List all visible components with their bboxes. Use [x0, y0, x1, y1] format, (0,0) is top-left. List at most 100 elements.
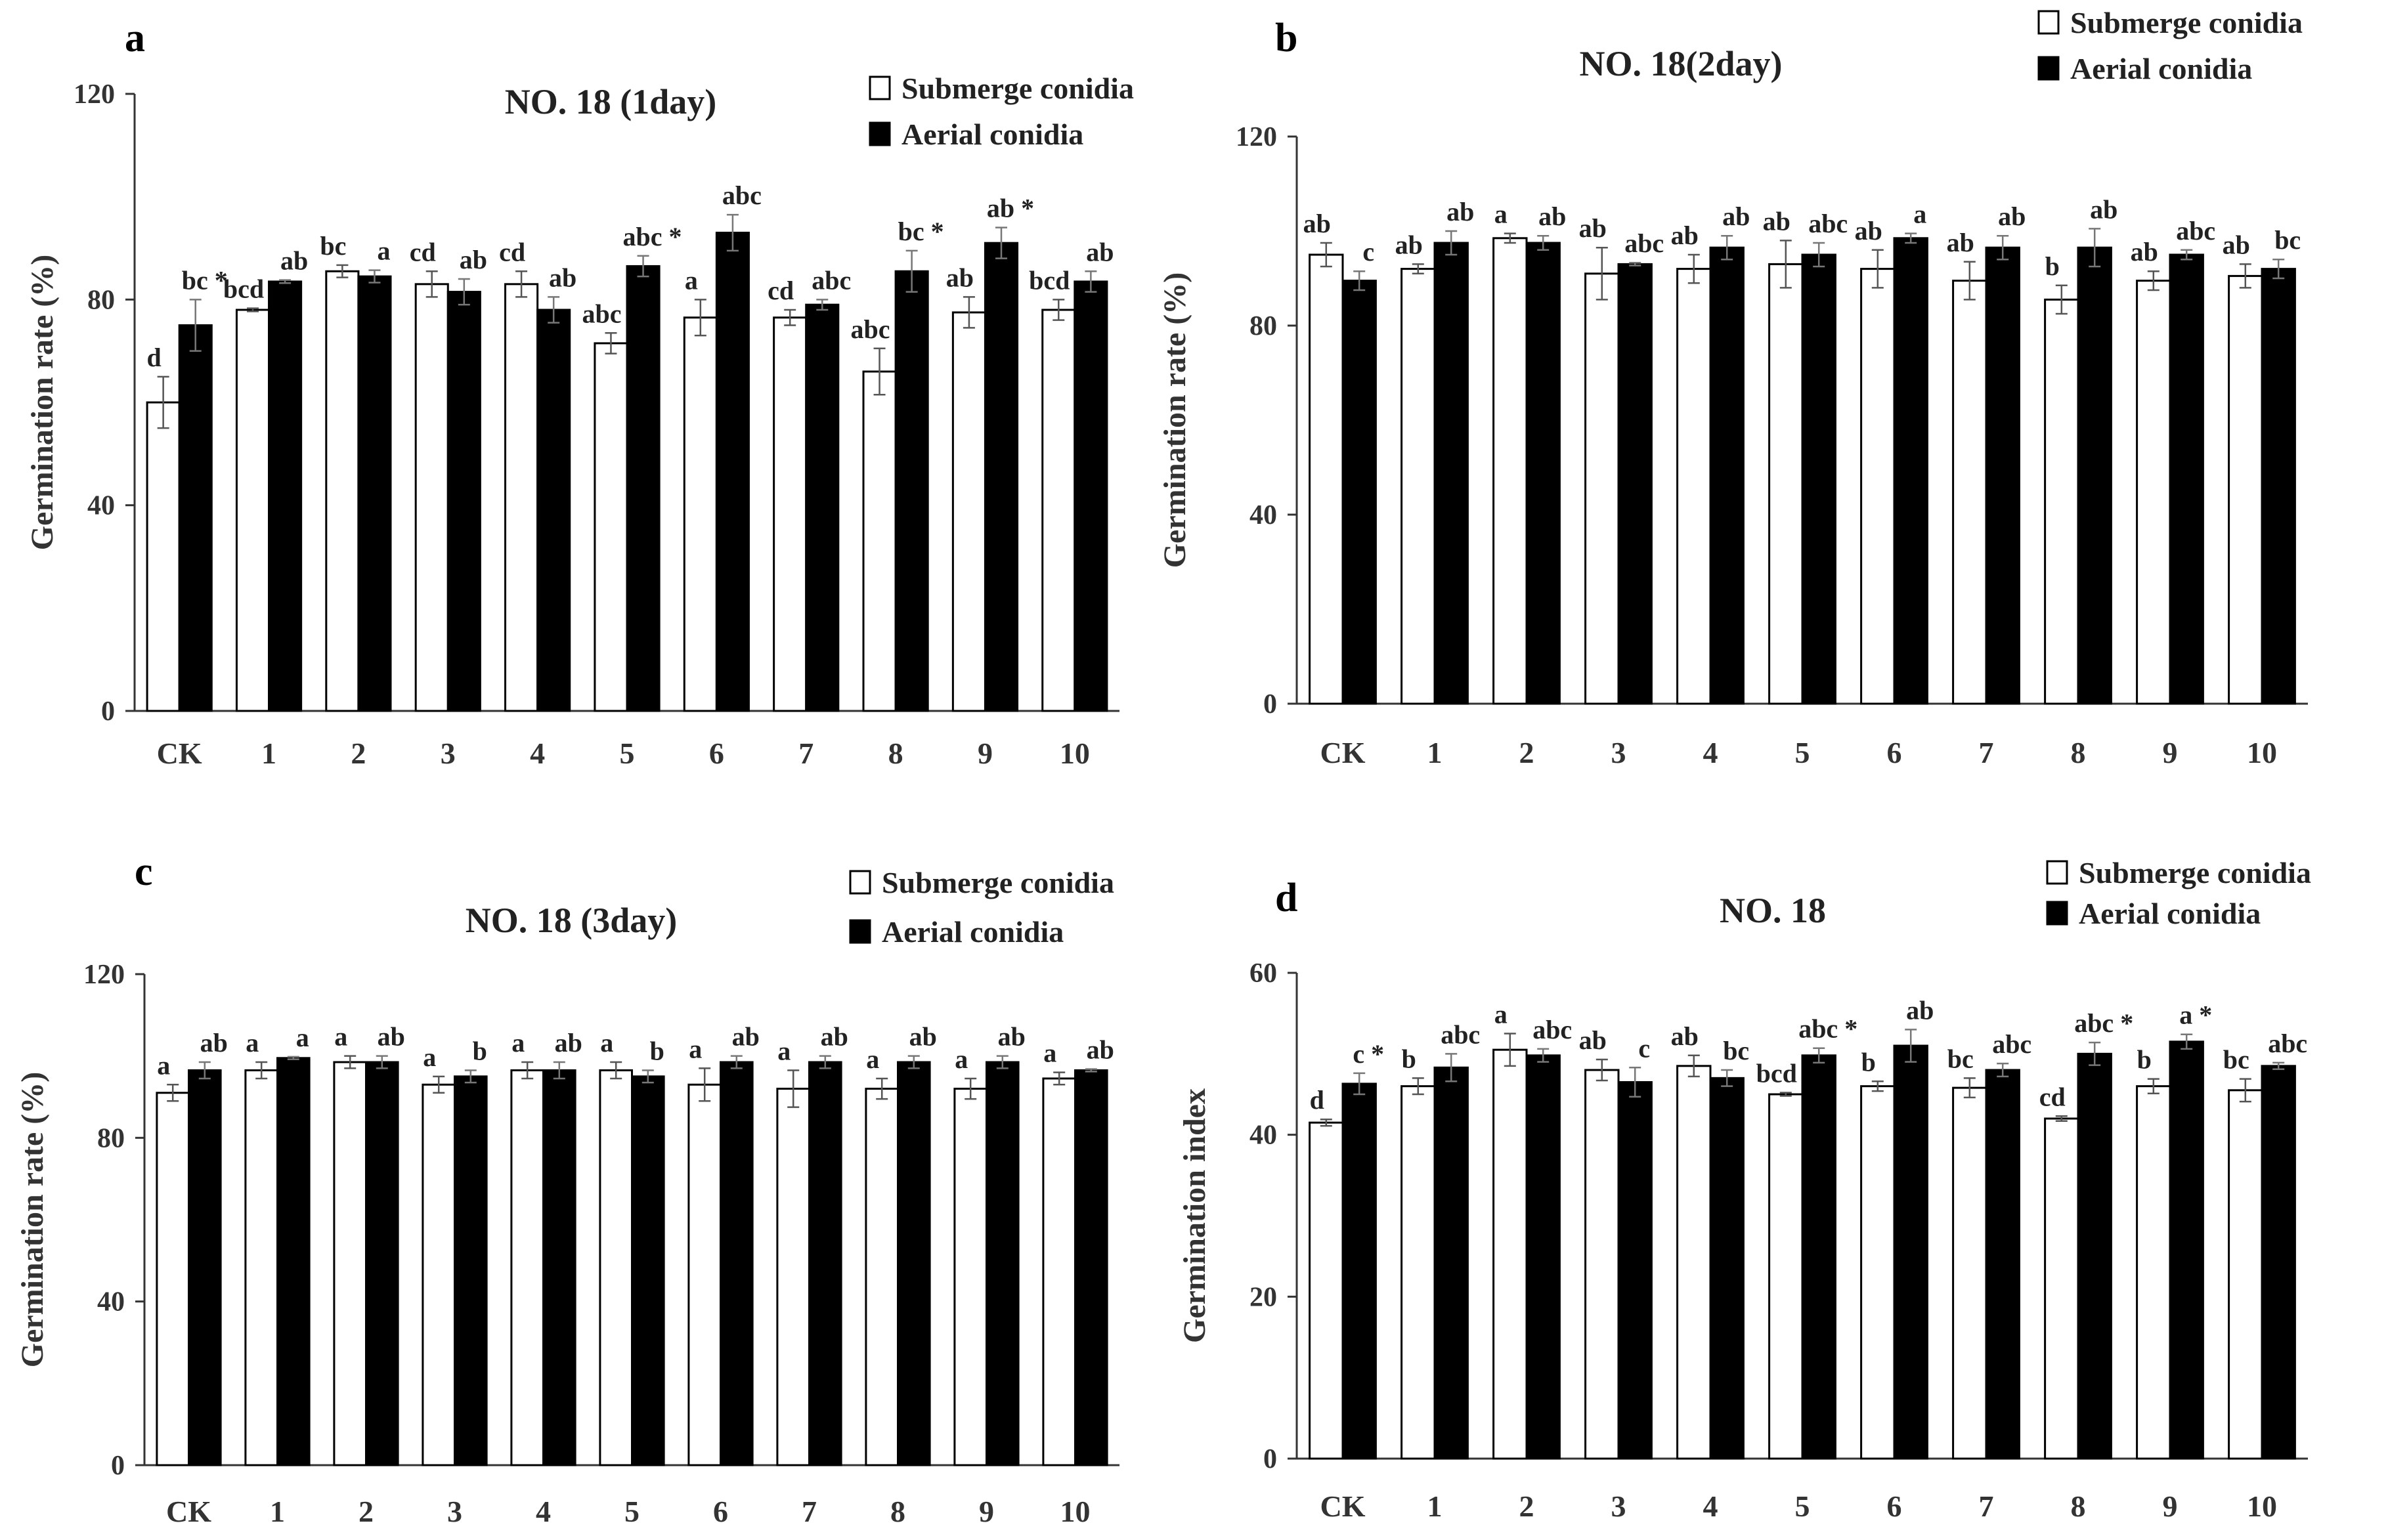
bar-submerge	[504, 283, 539, 712]
bar-aerial	[1341, 280, 1377, 705]
bar-submerge	[1309, 253, 1344, 705]
bar-aerial	[1074, 1069, 1108, 1466]
x-tick-label: CK	[1320, 1489, 1366, 1523]
bar-submerge	[244, 1069, 278, 1466]
significance-label-aerial: abc	[2176, 216, 2215, 246]
significance-label-aerial: a	[1913, 200, 1926, 229]
bar-submerge	[146, 401, 181, 712]
x-tick-label: 10	[2247, 736, 2277, 769]
y-tick-label: 0	[1263, 1444, 1277, 1474]
legend-label-aerial: Aerial conidia	[2079, 897, 2261, 930]
significance-label-aerial: bc	[1723, 1036, 1749, 1065]
bar-aerial	[268, 280, 303, 712]
significance-label-aerial: abc	[1992, 1029, 2031, 1059]
bar-submerge	[2228, 274, 2263, 705]
bar-aerial	[1801, 1054, 1836, 1460]
bar-aerial	[454, 1075, 488, 1466]
significance-label-aerial: b	[650, 1036, 664, 1065]
chart-title: NO. 18(2day)	[1580, 44, 1783, 83]
legend-swatch-submerge	[849, 870, 871, 895]
bar-submerge	[1584, 272, 1620, 705]
significance-label-aerial: ab	[549, 263, 576, 292]
significance-label-aerial: bc *	[182, 265, 228, 295]
y-tick-label: 80	[1249, 311, 1277, 341]
bar-aerial	[2077, 1052, 2112, 1460]
legend-label-submerge: Submerge conidia	[901, 72, 1134, 105]
x-tick-label: 6	[713, 1495, 728, 1528]
significance-label-submerge: cd	[768, 276, 794, 305]
significance-label-aerial: abc	[722, 181, 762, 210]
bar-aerial	[1617, 1081, 1653, 1460]
x-tick-label: 9	[979, 1495, 994, 1528]
significance-label-aerial: abc	[1532, 1015, 1572, 1044]
chart-title: NO. 18 (1day)	[505, 82, 717, 121]
bar-submerge	[1676, 1065, 1712, 1460]
significance-label-submerge: a	[334, 1022, 347, 1052]
significance-label-submerge: ab	[2223, 230, 2250, 259]
bar-submerge	[1952, 1086, 1987, 1460]
significance-label-aerial: a *	[2179, 1000, 2212, 1030]
x-tick-label: 4	[1703, 1489, 1718, 1523]
significance-label-aerial: abc *	[2074, 1008, 2133, 1038]
x-tick-label: 8	[890, 1495, 905, 1528]
chart-title: NO. 18	[1720, 891, 1826, 930]
y-tick-label: 40	[1249, 500, 1277, 530]
bar-aerial	[1709, 246, 1745, 705]
legend-label-submerge: Submerge conidia	[2070, 6, 2303, 39]
bar-aerial	[1525, 1054, 1561, 1460]
bar-submerge	[156, 1092, 190, 1466]
panel-letter: b	[1275, 16, 1297, 60]
bar-submerge	[1676, 268, 1712, 705]
bar-aerial	[626, 265, 661, 712]
significance-label-aerial: ab	[1538, 202, 1566, 231]
bar-aerial	[1893, 237, 1928, 705]
significance-label-aerial: c *	[1353, 1039, 1384, 1069]
bar-submerge	[951, 311, 986, 712]
significance-label-aerial: ab	[1086, 237, 1114, 267]
bar-aerial	[2077, 246, 2112, 705]
significance-label-submerge: bcd	[1756, 1059, 1797, 1088]
y-tick-label: 20	[1249, 1282, 1277, 1312]
bar-aerial	[446, 291, 481, 712]
bar-submerge	[862, 370, 897, 712]
significance-label-submerge: bc	[1947, 1044, 1974, 1073]
significance-label-submerge: ab	[1303, 209, 1331, 238]
bar-aerial	[986, 1061, 1020, 1466]
y-tick-label: 80	[97, 1123, 125, 1153]
significance-label-aerial: ab	[1087, 1035, 1114, 1065]
significance-label-aerial: ab	[2090, 194, 2117, 224]
significance-label-submerge: cd	[2039, 1082, 2066, 1111]
bar-aerial	[1801, 253, 1836, 705]
y-axis-label: Germination rate (%)	[1158, 272, 1192, 568]
significance-label-submerge: ab	[1579, 213, 1607, 243]
bar-aerial	[897, 1061, 931, 1466]
bar-submerge	[599, 1069, 634, 1466]
x-tick-label: 1	[1427, 1489, 1443, 1523]
bar-aerial	[1074, 280, 1108, 712]
significance-label-aerial: ab	[378, 1022, 405, 1052]
bar-submerge	[1860, 268, 1896, 705]
significance-label-submerge: a	[1494, 200, 1508, 229]
bar-aerial	[2261, 1065, 2296, 1460]
x-tick-label: 3	[447, 1495, 462, 1528]
bar-aerial	[720, 1061, 754, 1466]
bar-submerge	[2228, 1089, 2263, 1460]
bar-aerial	[276, 1057, 311, 1466]
y-axis-label: Germination rate (%)	[15, 1072, 50, 1368]
significance-label-submerge: a	[1494, 1000, 1508, 1029]
x-tick-label: 3	[441, 737, 456, 770]
bar-submerge	[2044, 298, 2079, 705]
significance-label-aerial: abc	[2268, 1029, 2307, 1058]
bar-submerge	[1400, 268, 1436, 705]
y-tick-label: 0	[111, 1451, 125, 1481]
significance-label-submerge: abc	[582, 299, 621, 328]
bar-submerge	[2044, 1117, 2079, 1460]
significance-label-aerial: ab	[1906, 995, 1934, 1025]
significance-label-submerge: b	[1402, 1044, 1416, 1073]
y-axis-label: Germination rate (%)	[25, 255, 60, 551]
significance-label-submerge: a	[866, 1044, 879, 1074]
bar-aerial	[631, 1075, 665, 1466]
bar-aerial	[894, 270, 929, 712]
significance-label-submerge: abc	[851, 314, 890, 344]
significance-label-submerge: a	[157, 1050, 170, 1080]
